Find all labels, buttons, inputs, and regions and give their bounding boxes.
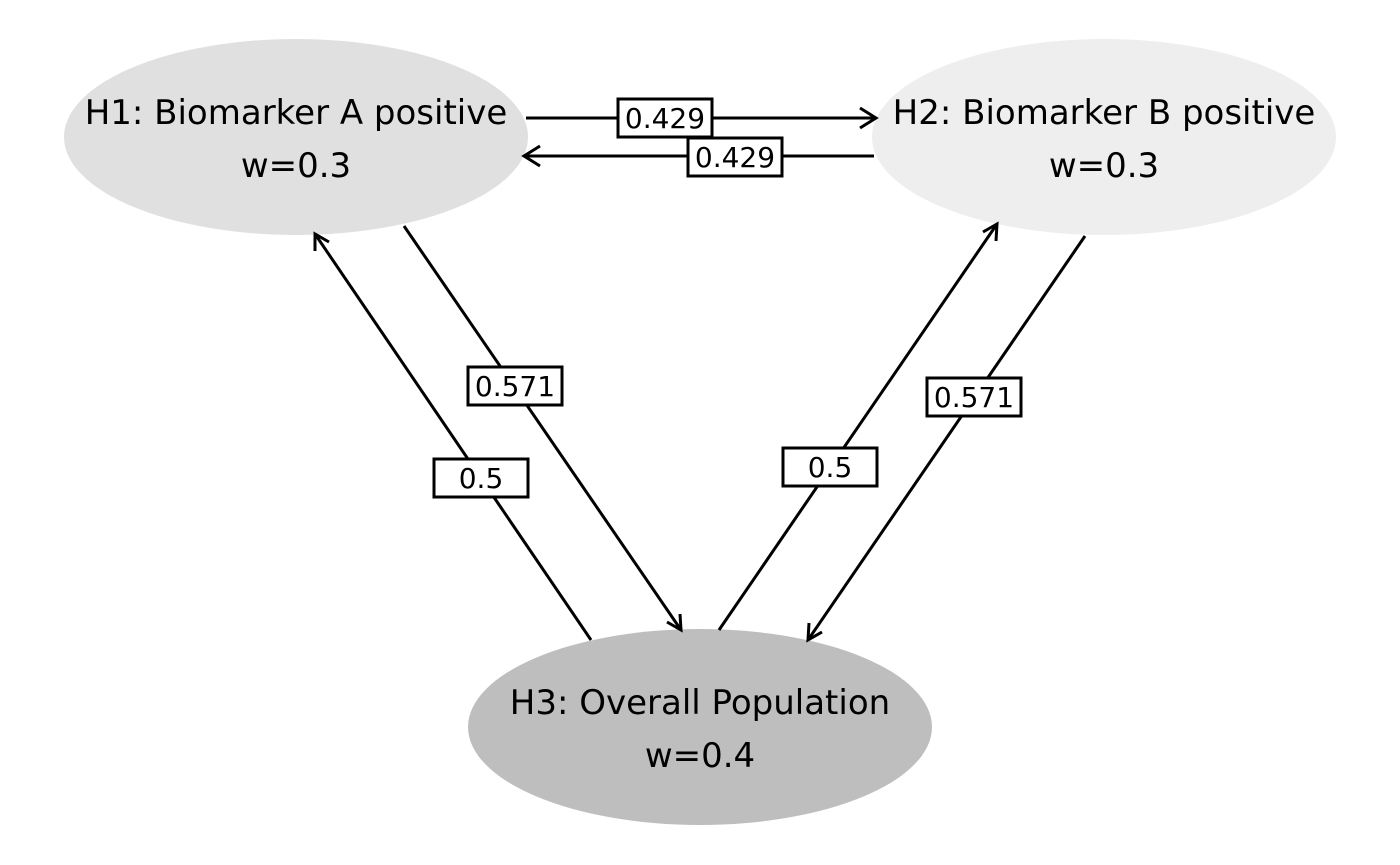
edge-h3-to-h1: 0.5 [313,231,593,641]
edge-h2-to-h3-label: 0.571 [934,381,1014,414]
arrowhead-icon [806,622,823,643]
node-h2-title: H2: Biomarker B positive [893,93,1316,133]
edge-h2-to-h3-label-box [925,376,1023,418]
arrowhead-icon [859,106,879,130]
edge-h2-to-h3-line [806,235,1087,641]
edge-h2-to-h1-label: 0.429 [695,141,775,174]
edge-h1-to-h3: 0.571 [402,225,683,633]
edge-h1-to-h3-line [402,225,683,631]
edge-h1-to-h2-label: 0.429 [625,102,705,135]
node-h1-weight: w=0.3 [241,146,351,186]
edge-h3-to-h2-line [717,223,999,631]
edge-h2-to-h1: 0.429 [521,136,874,178]
arrowhead-icon [666,613,683,633]
edge-h3-to-h2-label-box [781,446,879,488]
node-h1: H1: Biomarker A positive w=0.3 [64,39,528,235]
edge-h3-to-h1-line [313,233,593,641]
edge-h1-to-h3-label: 0.571 [475,370,555,403]
edge-h3-to-h1-label: 0.5 [459,462,504,495]
edge-h3-to-h2: 0.5 [717,221,999,631]
edge-h2-to-h1-label-box [686,136,784,178]
arrowhead-icon [982,221,999,242]
node-h2-weight: w=0.3 [1049,146,1159,186]
node-h3-title: H3: Overall Population [510,683,890,723]
node-h1-ellipse [64,39,528,235]
node-h2: H2: Biomarker B positive w=0.3 [872,39,1336,235]
node-h2-ellipse [872,39,1336,235]
arrowhead-icon [313,231,330,251]
edge-h1-to-h2-label-box [616,97,714,139]
edge-h1-to-h2: 0.429 [526,97,879,139]
edge-h1-to-h3-label-box [466,365,564,407]
node-h3-weight: w=0.4 [645,736,755,776]
edge-h3-to-h1-label-box [432,457,530,499]
edge-h2-to-h3: 0.571 [806,235,1087,643]
node-h3-ellipse [468,629,932,825]
node-h1-title: H1: Biomarker A positive [85,93,508,133]
edge-h3-to-h2-label: 0.5 [808,451,853,484]
node-h3: H3: Overall Population w=0.4 [468,629,932,825]
arrowhead-icon [521,144,541,168]
